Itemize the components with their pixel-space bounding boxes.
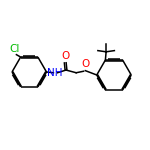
Text: Cl: Cl bbox=[10, 44, 20, 54]
Text: O: O bbox=[81, 59, 89, 69]
Text: NH: NH bbox=[47, 68, 63, 78]
Text: O: O bbox=[61, 51, 69, 61]
